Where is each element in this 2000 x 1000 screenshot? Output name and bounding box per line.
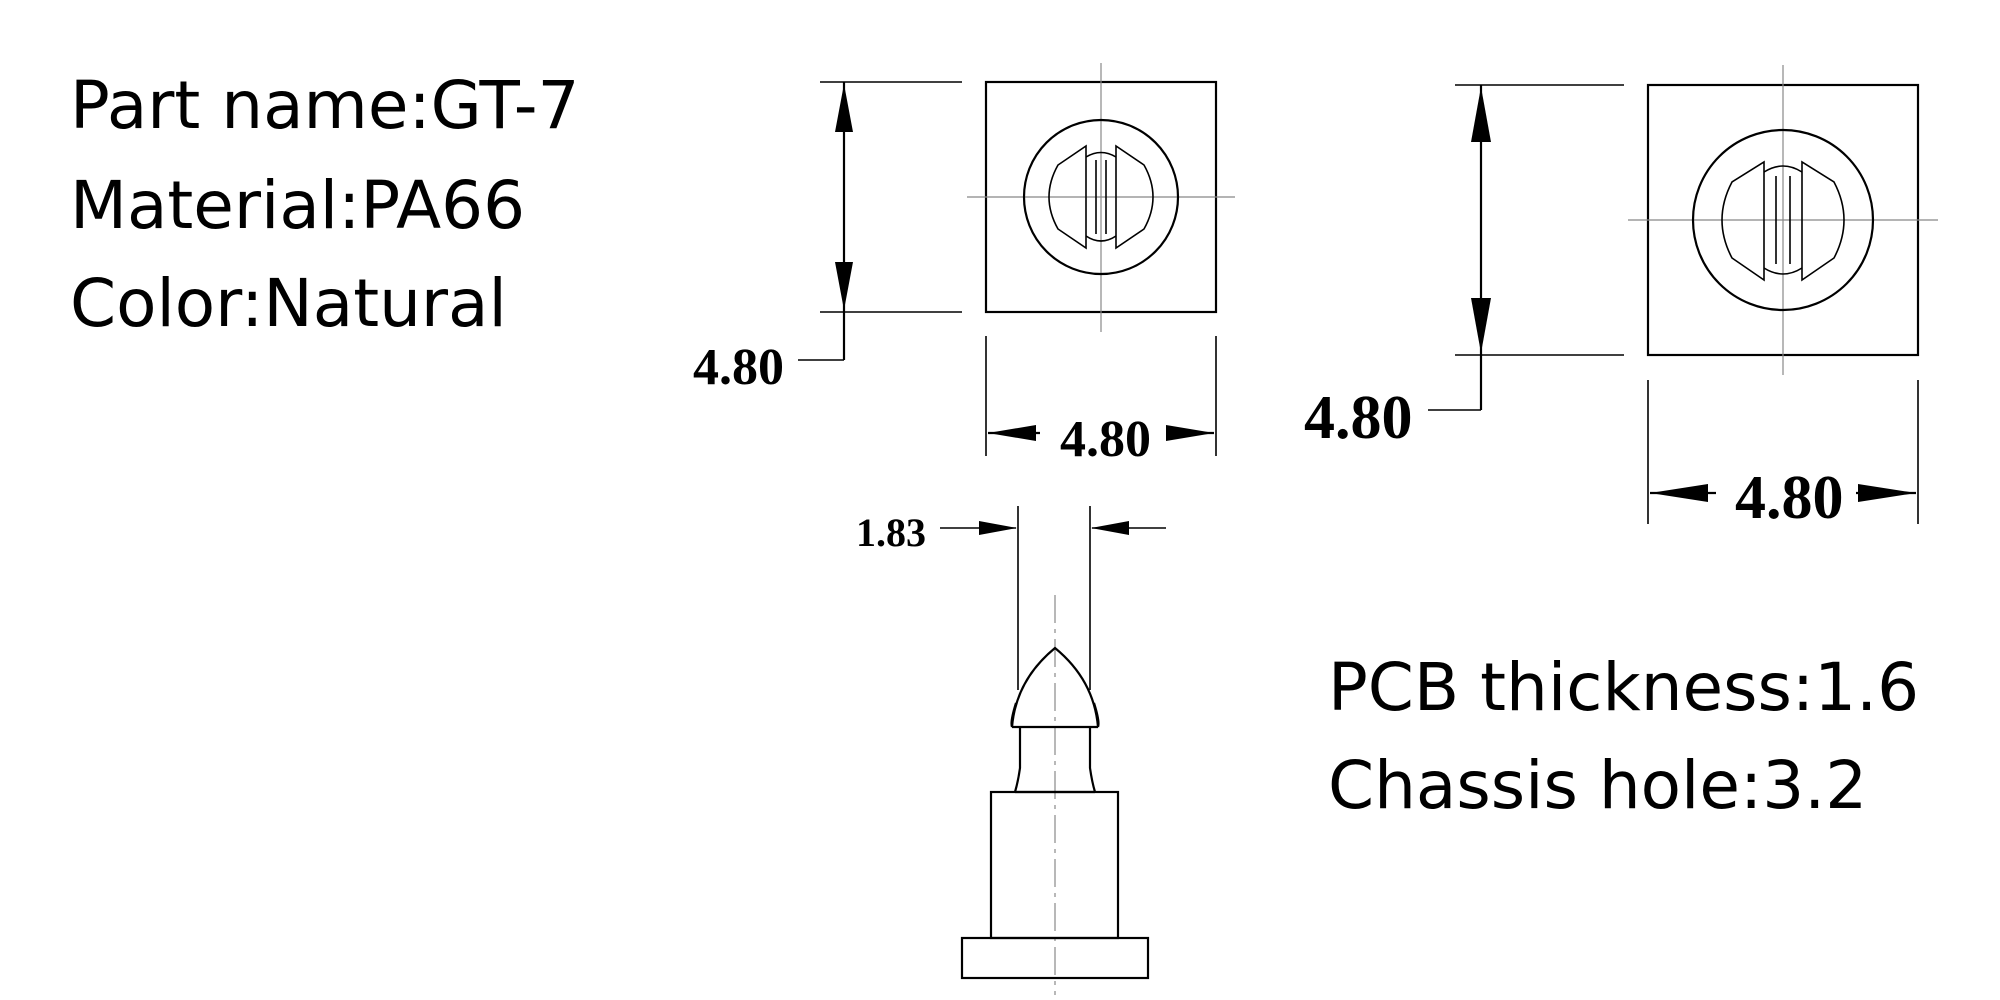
color-text: Color:Natural: [70, 265, 507, 342]
top-view-2-width-label: 4.80: [1735, 464, 1844, 532]
top-view-2: 4.80 4.80: [1304, 65, 1938, 532]
top-view-1-bottom-arc: [1085, 235, 1117, 242]
top-view-1-width-label: 4.80: [1060, 411, 1151, 468]
top-view-1: 4.80 4.80: [693, 63, 1235, 468]
material-text: Material:PA66: [70, 167, 525, 244]
spec-block: Part name:GT-7 Material:PA66 Color:Natur…: [70, 67, 580, 342]
top-view-2-right-prong: [1801, 160, 1845, 282]
top-view-2-arrow-left: [1650, 484, 1708, 502]
top-view-2-bottom-arc: [1763, 267, 1803, 275]
chassis-hole-text: Chassis hole:3.2: [1328, 747, 1867, 824]
top-view-2-arrow-down: [1471, 298, 1491, 353]
top-view-1-arrow-right: [1166, 425, 1214, 441]
side-view-arrow-right: [1091, 521, 1129, 535]
notes-block: PCB thickness:1.6 Chassis hole:3.2: [1328, 649, 1919, 824]
side-view-neck-left: [1013, 727, 1022, 793]
top-view-1-outer-circle: [1022, 118, 1180, 276]
top-view-1-height-label: 4.80: [693, 339, 784, 396]
top-view-1-right-prong: [1115, 144, 1154, 250]
top-view-1-arrow-up: [835, 84, 853, 132]
top-view-2-outer-circle: [1691, 128, 1875, 312]
part-name-text: Part name:GT-7: [70, 67, 580, 144]
side-view-arrow-left: [979, 521, 1017, 535]
side-view-pin-tip: [1010, 646, 1100, 728]
pcb-thickness-text: PCB thickness:1.6: [1328, 649, 1919, 726]
top-view-1-top-arc: [1085, 151, 1117, 158]
top-view-2-arrow-up: [1471, 87, 1491, 142]
side-view: 1.83: [856, 506, 1166, 995]
side-view-neck-right: [1088, 727, 1097, 793]
top-view-2-arrow-right: [1858, 484, 1916, 502]
top-view-2-top-arc: [1763, 165, 1803, 173]
side-view-flange: [960, 936, 1150, 980]
side-view-pin-width-label: 1.83: [856, 510, 926, 555]
top-view-1-arrow-down: [835, 262, 853, 310]
top-view-1-arrow-left: [988, 425, 1036, 441]
top-view-2-height-label: 4.80: [1304, 384, 1413, 452]
top-view-2-left-prong: [1721, 160, 1765, 282]
top-view-1-left-prong: [1048, 144, 1087, 250]
